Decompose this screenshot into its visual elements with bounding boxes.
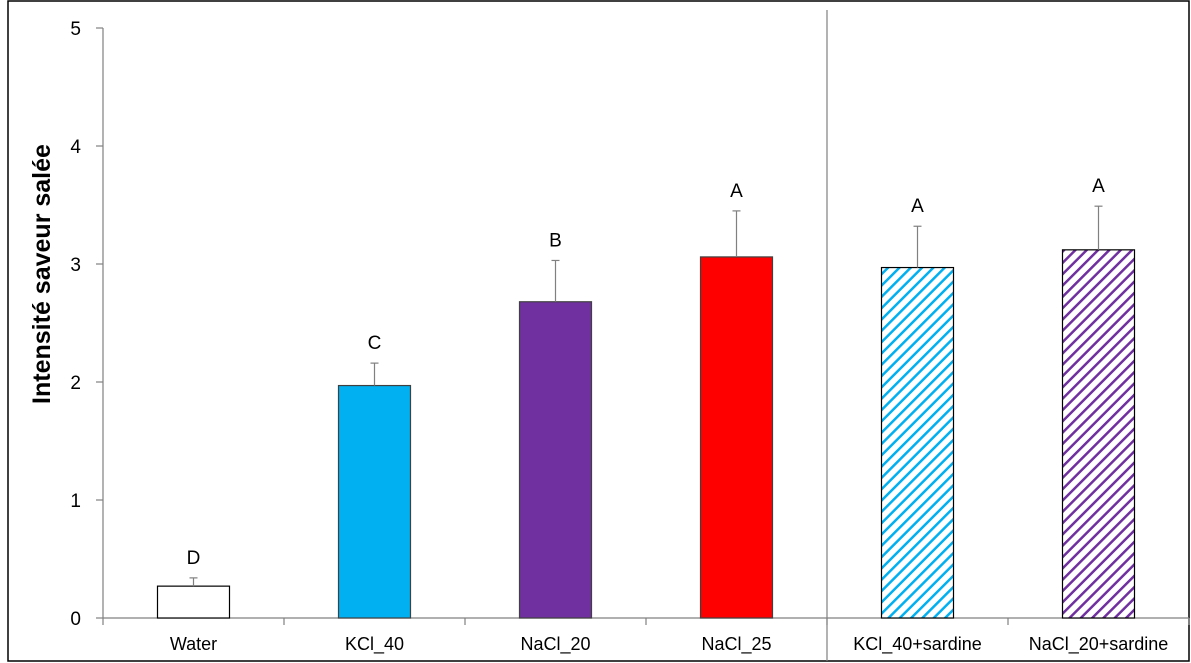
bar	[156, 585, 231, 619]
significance-label: A	[911, 196, 924, 217]
significance-label: A	[1092, 176, 1105, 197]
category-labels: Water KCl_40 NaCl_20 NaCl_25 KCl_40+sardine N…	[170, 634, 1168, 655]
category-label: Water	[170, 634, 217, 654]
category-label: NaCl_20+sardine	[1029, 634, 1169, 655]
category-label: KCl_40	[345, 634, 404, 655]
significance-label: C	[368, 333, 382, 354]
bar	[699, 256, 774, 619]
y-tick-label: 2	[70, 373, 81, 394]
category-label: NaCl_25	[701, 634, 771, 655]
bar	[518, 301, 593, 619]
bars	[156, 249, 1136, 619]
y-axis-label: Intensité saveur salée	[28, 144, 56, 404]
y-tick-label: 0	[70, 609, 81, 630]
bar	[337, 384, 412, 619]
bar	[880, 266, 955, 619]
significance-label: D	[187, 548, 201, 569]
y-tick-label: 1	[70, 491, 81, 512]
category-label: KCl_40+sardine	[853, 634, 982, 655]
y-axis-ticks: 0 1 2 3 4 5	[70, 19, 1190, 630]
bar	[1061, 249, 1136, 619]
chart-border	[7, 0, 1190, 662]
y-tick-label: 5	[70, 19, 81, 40]
y-tick-label: 3	[70, 255, 81, 276]
significance-label: B	[549, 230, 562, 251]
significance-labels: D C B A A A	[187, 176, 1106, 569]
y-tick-label: 4	[70, 137, 81, 158]
category-label: NaCl_20	[520, 634, 590, 655]
significance-label: A	[730, 181, 743, 202]
error-bars	[189, 205, 1103, 587]
